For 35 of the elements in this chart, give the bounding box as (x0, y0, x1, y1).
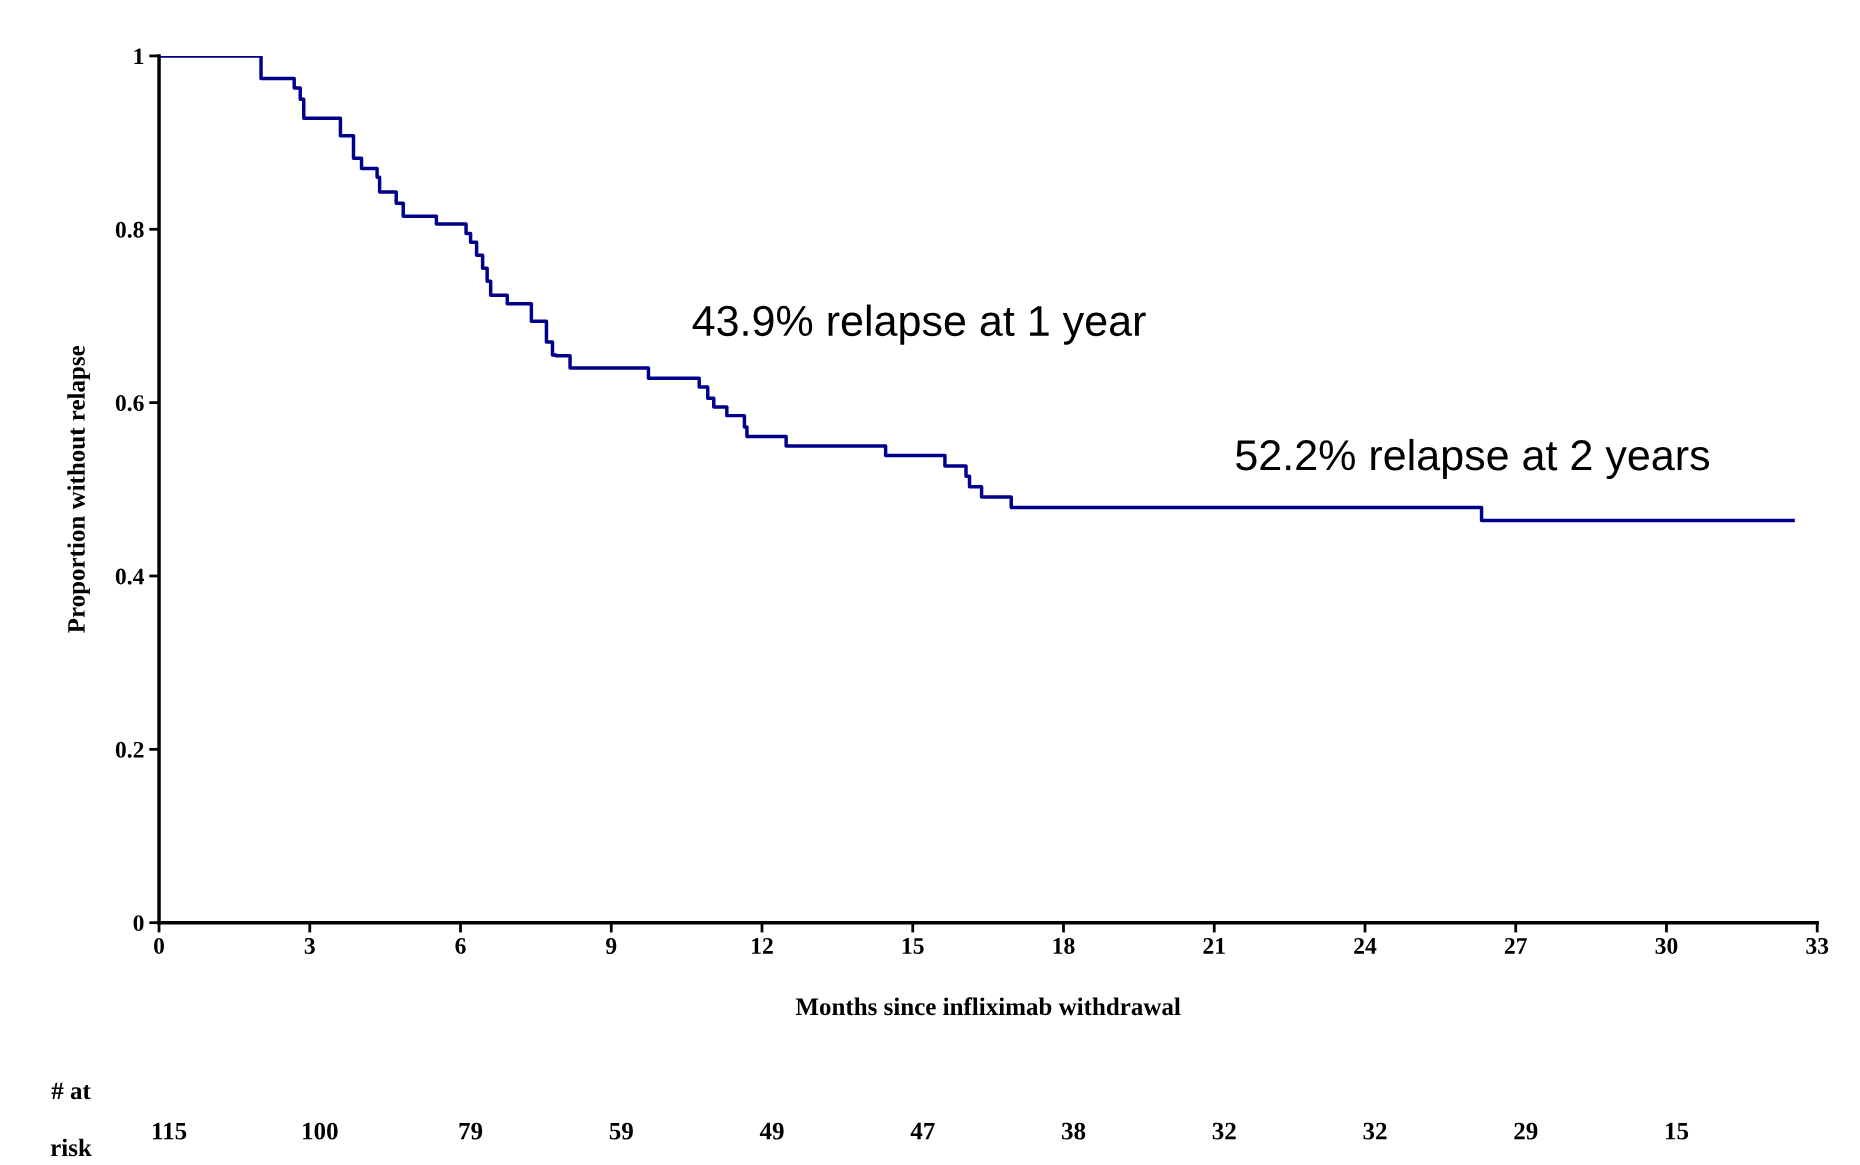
y-tick-label: 1 (134, 48, 144, 65)
y-tick-label: 0.4 (115, 568, 145, 585)
y-tick-label: 0.2 (115, 741, 144, 758)
y-tick-label: 0.8 (115, 221, 144, 238)
x-tick-label: 6 (455, 938, 466, 954)
text: 49 (759, 1122, 784, 1140)
annotation: 52.2% relapse at 2 years (1236, 438, 1710, 480)
x-tick-label: 24 (1354, 938, 1377, 954)
text: 32 (1212, 1122, 1236, 1140)
x-tick-label: 3 (304, 938, 315, 954)
x-tick-label: 21 (1203, 938, 1225, 954)
x-tick-label: 33 (1806, 938, 1829, 954)
y-tick-label: 0.6 (115, 395, 144, 412)
text: 29 (1514, 1122, 1538, 1140)
text: 59 (609, 1122, 633, 1140)
x-tick-label: 9 (606, 938, 617, 954)
text: 115 (153, 1122, 187, 1140)
x-tick-label: 18 (1053, 937, 1075, 954)
text: # at (51, 1082, 91, 1100)
y-tick-label: 0 (133, 915, 144, 932)
text: 15 (1666, 1122, 1689, 1140)
x-tick-label: 12 (752, 938, 773, 954)
x-tick-label: 30 (1655, 937, 1678, 954)
x-axis-title: Months since infliximab withdrawal (795, 997, 1181, 1016)
text: risk (50, 1138, 92, 1157)
x-tick-label: 0 (154, 937, 165, 954)
y-axis-title: Proportion without relapse (67, 345, 90, 633)
text: 47 (910, 1122, 935, 1140)
text: 32 (1363, 1122, 1387, 1140)
x-tick-label: 27 (1504, 938, 1527, 954)
text: 38 (1061, 1122, 1086, 1140)
x-tick-label: 15 (902, 938, 924, 954)
text: 79 (459, 1122, 483, 1140)
annotation: 43.9% relapse at 1 year (692, 304, 1146, 345)
text: 100 (303, 1122, 338, 1140)
